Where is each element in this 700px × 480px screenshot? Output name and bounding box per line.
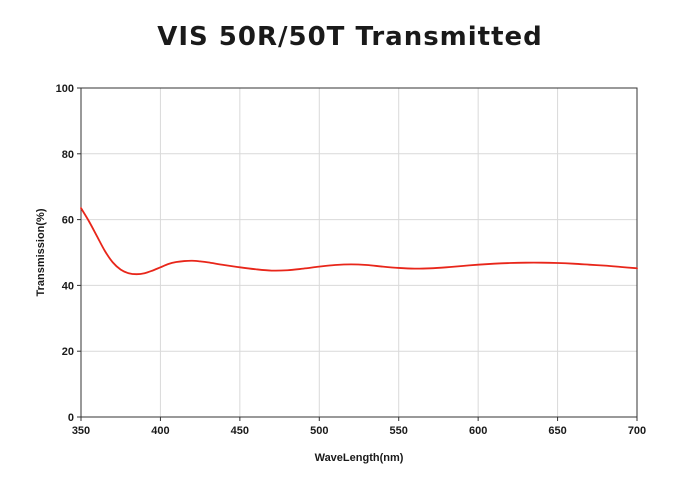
grid bbox=[80, 87, 638, 418]
y-tick-label: 20 bbox=[62, 346, 74, 358]
series-line bbox=[80, 207, 638, 276]
x-tick-label: 400 bbox=[151, 425, 169, 437]
x-tick-label: 350 bbox=[72, 425, 90, 437]
y-tick-label: 80 bbox=[62, 149, 74, 161]
x-tick-label: 700 bbox=[628, 425, 646, 437]
x-tick-label: 500 bbox=[310, 425, 328, 437]
x-axis-title: WaveLength(nm) bbox=[315, 452, 404, 464]
chart-title: VIS 50R/50T Transmitted bbox=[157, 22, 543, 52]
y-tick-label: 100 bbox=[56, 83, 74, 95]
x-tick-label: 650 bbox=[548, 425, 566, 437]
y-axis-ticks: 0 20 40 60 80 100 bbox=[56, 83, 81, 424]
y-tick-label: 60 bbox=[62, 215, 74, 227]
y-tick-label: 40 bbox=[62, 280, 74, 292]
x-tick-label: 550 bbox=[390, 425, 408, 437]
y-axis-title: Transmission(%) bbox=[35, 208, 47, 296]
plot-frame bbox=[80, 87, 638, 418]
x-axis-ticks: 350 400 450 500 550 600 650 700 bbox=[72, 417, 646, 437]
x-tick-label: 450 bbox=[231, 425, 249, 437]
x-tick-label: 600 bbox=[469, 425, 487, 437]
y-tick-label: 0 bbox=[68, 412, 74, 424]
